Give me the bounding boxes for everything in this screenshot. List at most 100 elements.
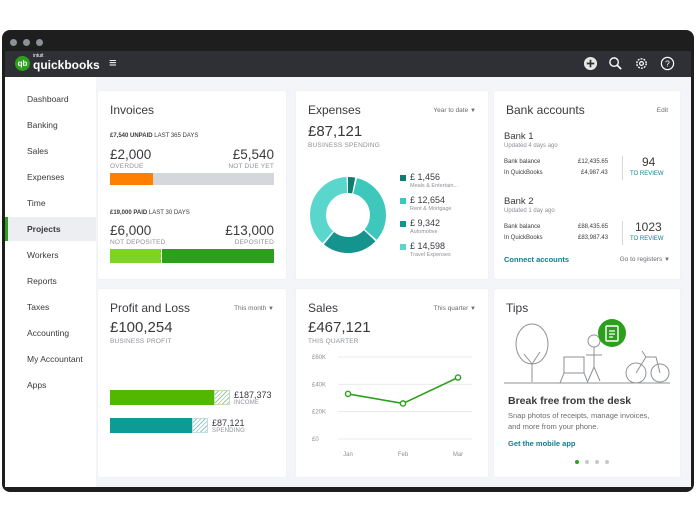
pagination-dot[interactable] [605,460,609,464]
sales-line-chart[interactable]: £60K £40K £20K £0 Jan Feb Mar [296,349,488,473]
legend-category: Rent & Mortgage [410,206,452,212]
bank-2-divider [622,221,623,245]
sidebar-item-dashboard[interactable]: Dashboard [27,94,69,104]
profit-period-dropdown[interactable]: This month ▼ [234,305,274,312]
spending-bar[interactable] [110,418,192,433]
window-dot-minimize[interactable] [23,39,30,46]
chevron-down-icon: ▼ [268,306,274,312]
qb-badge-icon: qb [15,56,30,71]
bank-2-review-count[interactable]: 1023 [635,220,662,234]
expenses-period-label: Year to date [433,107,469,114]
pagination-dot[interactable] [585,460,589,464]
tips-card[interactable]: Tips Break free from the desk Snap photo… [494,289,680,477]
sidebar: Dashboard Banking Sales Expenses Time Pr… [5,77,96,487]
bank-1-review-count[interactable]: 94 [642,155,656,169]
bank-edit-link[interactable]: Edit [656,107,668,114]
window-dot-maximize[interactable] [36,39,43,46]
brand-prefix: intuit [33,53,44,59]
sidebar-item-expenses[interactable]: Expenses [27,172,65,182]
spending-bar-fill [110,418,192,433]
bank-1-review-label[interactable]: TO REVIEW [630,171,664,177]
sidebar-item-reports[interactable]: Reports [27,276,57,286]
connect-accounts-link[interactable]: Connect accounts [504,255,570,264]
go-to-registers-label: Go to registers [619,256,663,263]
sidebar-item-sales[interactable]: Sales [27,146,49,156]
sidebar-item-banking[interactable]: Banking [27,120,58,130]
sales-total-label: THIS QUARTER [308,338,359,345]
sidebar-item-workers[interactable]: Workers [27,250,59,260]
donut-slice-0[interactable] [310,177,386,253]
legend-amount: £ 1,456 [410,172,441,182]
deposited-label: DEPOSITED [234,239,274,246]
legend-swatch [400,221,406,227]
overdue-value: £2,000 [110,147,152,162]
unpaid-progress-bar[interactable] [110,173,274,185]
bank-2-balance: £88,435.65 [578,224,609,230]
sales-period-dropdown[interactable]: This quarter ▼ [434,305,476,312]
sidebar-item-my-accountant[interactable]: My Accountant [27,354,83,364]
help-icon[interactable]: ? [660,56,675,71]
pagination-dot[interactable] [575,460,579,464]
bank-accounts-card[interactable]: Bank accounts Edit Bank 1 Updated 4 days… [494,91,680,279]
sidebar-item-apps[interactable]: Apps [27,380,47,390]
paid-progress-bar[interactable] [110,249,274,263]
y-tick-label: £0 [312,437,319,443]
tips-title: Tips [506,301,529,315]
pagination-dot[interactable] [595,460,599,464]
bank-2-updated: Updated 1 day ago [504,208,555,214]
bank-1-name: Bank 1 [504,131,534,142]
tips-body-line-1: Snap photos of receipts, manage invoices… [508,411,650,420]
get-mobile-app-link[interactable]: Get the mobile app [508,439,576,448]
invoices-paid-period: LAST 30 DAYS [148,210,190,216]
not-due-label: NOT DUE YET [228,163,274,170]
sales-total: £467,121 [308,319,371,336]
income-bar[interactable] [110,390,214,405]
deposited-value: £13,000 [225,223,274,238]
top-bar: qb quickbooks intuit ≡ ? [5,51,691,77]
sales-series-line [347,376,459,405]
invoices-card[interactable]: Invoices £7,540 UNPAID LAST 365 DAYS £2,… [98,91,286,279]
legend-amount: £ 9,342 [410,218,441,228]
gear-icon[interactable] [634,56,649,71]
invoices-paid-amount: £19,000 PAID [110,210,148,216]
bank-1-qb: £4,987.43 [581,170,608,176]
donut-slice-1[interactable] [310,177,386,253]
legend-category: Meals & Entertain... [410,183,458,189]
sales-period-label: This quarter [433,305,469,312]
donut-slice-2[interactable] [310,177,386,253]
expenses-donut-chart[interactable] [304,171,392,259]
quickbooks-logo[interactable]: qb quickbooks intuit [15,53,100,72]
bank-2-balance-label: Bank balance [504,224,541,230]
overdue-bar-fill [110,173,154,185]
expenses-card[interactable]: Expenses Year to date ▼ £87,121 BUSINESS… [296,91,488,279]
bank-1-balance-label: Bank balance [504,159,541,165]
sidebar-item-projects[interactable]: Projects [5,217,96,241]
not-deposited-value: £6,000 [110,223,152,238]
sidebar-item-accounting[interactable]: Accounting [27,328,70,338]
brand-name: quickbooks [33,57,100,72]
window-dot-close[interactable] [10,39,17,46]
plus-icon[interactable] [583,56,598,71]
not-deposited-bar-fill [110,249,162,263]
sidebar-item-taxes[interactable]: Taxes [27,302,50,312]
legend-amount: £ 14,598 [410,241,446,251]
sales-point[interactable] [399,400,407,407]
bank-2-review-label[interactable]: TO REVIEW [630,236,664,242]
legend-swatch [400,244,406,250]
search-icon[interactable] [608,56,623,71]
bank-2-name: Bank 2 [504,196,534,207]
profit-and-loss-card[interactable]: Profit and Loss This month ▼ £100,254 BU… [98,289,286,477]
menu-icon[interactable]: ≡ [109,55,117,70]
bank-2-qb: £83,987.43 [578,235,609,241]
expenses-period-dropdown[interactable]: Year to date ▼ [433,107,476,114]
legend-swatch [400,175,406,181]
sales-point[interactable] [344,390,352,398]
sidebar-item-time[interactable]: Time [27,198,46,208]
go-to-registers-dropdown[interactable]: Go to registers ▼ [620,256,670,263]
sales-card[interactable]: Sales This quarter ▼ £467,121 THIS QUART… [296,289,488,477]
donut-slice-3[interactable] [310,177,386,253]
invoices-unpaid-period: LAST 365 DAYS [154,133,199,139]
profit-title: Profit and Loss [110,301,191,315]
sales-point[interactable] [454,374,462,381]
svg-text:?: ? [665,58,670,68]
